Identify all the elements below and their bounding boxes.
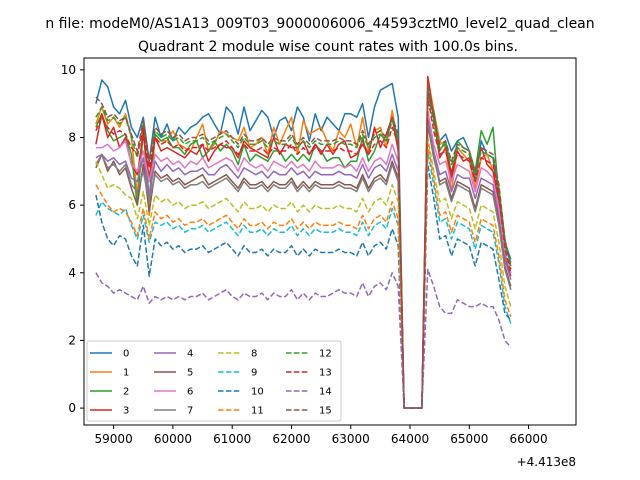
x-tick-label: 61000: [213, 432, 251, 446]
legend-label-0: 0: [123, 349, 129, 360]
legend-label-6: 6: [187, 387, 193, 398]
legend-label-2: 2: [123, 387, 129, 398]
series-line-6: [95, 109, 512, 409]
series-line-1: [95, 75, 512, 409]
series-line-4: [95, 116, 512, 409]
legend-label-5: 5: [187, 368, 193, 379]
series-line-11: [95, 143, 512, 409]
x-tick-label: 66000: [509, 432, 547, 446]
y-tick-label: 8: [68, 130, 76, 144]
series-line-0: [95, 79, 512, 409]
legend-label-4: 4: [187, 349, 193, 360]
y-tick-label: 10: [61, 63, 76, 77]
series-layer: [95, 75, 512, 409]
x-tick-label: 59000: [95, 432, 133, 446]
x-axis: 59000 60000 61000 62000 63000 64000 65000 66000: [95, 425, 548, 446]
legend-label-10: 10: [251, 387, 264, 398]
legend-label-8: 8: [251, 349, 257, 360]
x-tick-label: 65000: [450, 432, 488, 446]
series-line-5: [95, 123, 512, 409]
y-tick-label: 2: [68, 333, 76, 347]
legend-label-3: 3: [123, 406, 129, 417]
legend-box: [86, 340, 342, 422]
legend-label-1: 1: [123, 368, 129, 379]
series-line-9: [95, 150, 512, 409]
y-axis: 0 2 4 6 8 10: [61, 63, 84, 415]
series-line-13: [95, 96, 512, 409]
legend-label-9: 9: [251, 368, 257, 379]
legend-label-12: 12: [319, 349, 332, 360]
x-axis-offset-label: +4.413e8: [517, 455, 576, 469]
series-line-15: [95, 82, 512, 409]
legend-label-11: 11: [251, 406, 264, 417]
chart-title: Quadrant 2 module wise count rates with …: [138, 39, 518, 55]
y-tick-label: 6: [68, 198, 76, 212]
x-tick-label: 64000: [391, 432, 429, 446]
series-line-2: [95, 102, 512, 409]
figure-suptitle: n file: modeM0/AS1A13_009T03_9000006006_…: [45, 16, 594, 32]
legend-label-7: 7: [187, 406, 193, 417]
series-line-7: [95, 119, 512, 409]
legend-label-14: 14: [319, 387, 332, 398]
series-line-10: [95, 163, 512, 409]
x-tick-label: 60000: [154, 432, 192, 446]
series-line-14: [95, 268, 512, 409]
plot-frame: [83, 57, 577, 426]
legend-label-15: 15: [319, 406, 332, 417]
legend-label-13: 13: [319, 368, 332, 379]
y-tick-label: 0: [68, 401, 76, 415]
series-line-8: [95, 136, 512, 409]
series-line-12: [95, 89, 512, 409]
y-tick-label: 4: [68, 266, 76, 280]
x-tick-label: 63000: [332, 432, 370, 446]
x-tick-label: 62000: [272, 432, 310, 446]
